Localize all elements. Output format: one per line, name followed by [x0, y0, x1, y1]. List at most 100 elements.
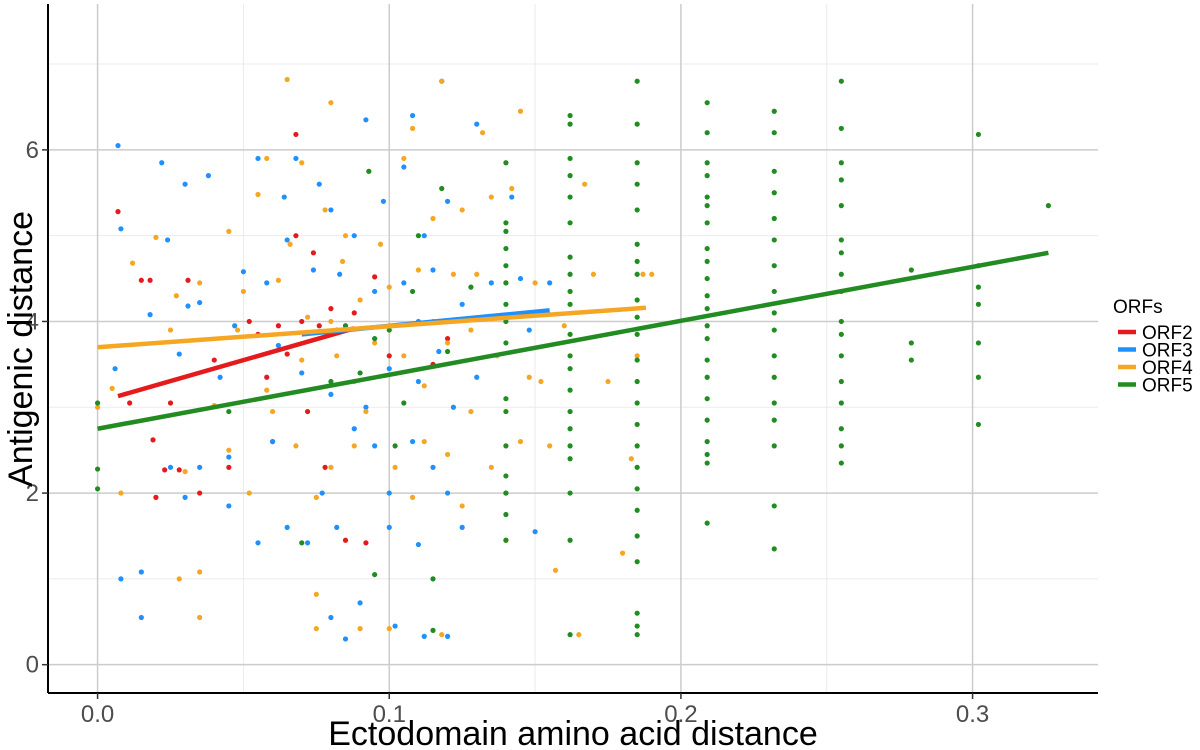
data-point-orf5: [503, 408, 509, 415]
data-point-orf5: [704, 160, 710, 166]
data-point-orf2: [226, 464, 232, 470]
y-tick-label: 2: [26, 480, 39, 507]
data-point-orf5: [634, 78, 640, 84]
data-point-orf5: [567, 490, 573, 496]
data-point-orf5: [503, 511, 509, 518]
data-point-orf4: [619, 550, 626, 556]
data-point-orf5: [94, 400, 101, 406]
trend-line-orf5: [97, 250, 1049, 431]
data-point-orf3: [197, 464, 203, 470]
x-tick-label: 0.3: [956, 701, 989, 728]
data-point-orf5: [567, 112, 573, 119]
data-point-orf4: [377, 241, 384, 247]
data-point-orf5: [357, 370, 363, 376]
data-point-orf4: [479, 130, 486, 136]
data-point-orf3: [430, 464, 436, 470]
data-point-orf5: [771, 310, 777, 316]
data-point-orf3: [401, 164, 407, 170]
data-point-orf5: [94, 466, 101, 472]
data-point-orf5: [704, 336, 710, 342]
data-point-orf2: [293, 233, 299, 239]
data-point-orf4: [275, 277, 282, 283]
data-point-orf4: [313, 591, 319, 597]
data-point-orf3: [351, 426, 357, 432]
data-point-orf5: [409, 288, 416, 295]
data-point-orf5: [567, 632, 573, 638]
data-point-orf3: [372, 443, 378, 449]
data-point-orf5: [503, 220, 509, 226]
data-point-orf5: [567, 331, 573, 337]
legend-label-orf4: ORF4: [1142, 358, 1193, 379]
data-point-orf5: [838, 125, 844, 132]
data-point-orf4: [547, 443, 553, 449]
data-point-orf4: [538, 378, 544, 385]
data-point-orf3: [444, 490, 451, 496]
data-point-orf5: [838, 271, 844, 277]
data-point-orf4: [304, 314, 311, 320]
data-point-orf2: [351, 310, 357, 316]
data-point-orf4: [299, 357, 305, 363]
data-point-orf3: [281, 194, 287, 200]
data-point-orf2: [372, 274, 378, 280]
data-point-orf3: [547, 280, 553, 286]
data-point-orf4: [517, 438, 524, 445]
data-point-orf5: [771, 546, 777, 552]
data-point-orf4: [153, 234, 159, 240]
data-point-orf5: [567, 121, 573, 127]
data-point-orf3: [118, 226, 124, 232]
data-point-orf3: [159, 160, 165, 166]
data-point-orf4: [649, 271, 655, 277]
data-point-orf4: [226, 447, 232, 453]
data-point-orf5: [94, 486, 101, 492]
data-point-orf5: [704, 460, 710, 466]
data-point-orf4: [459, 207, 465, 213]
data-point-orf4: [605, 378, 611, 385]
data-point-orf3: [351, 233, 357, 239]
data-point-orf5: [634, 121, 640, 127]
data-point-orf5: [634, 241, 640, 247]
data-point-orf5: [567, 366, 573, 372]
y-tick-label: 0: [26, 652, 39, 679]
data-point-orf4: [401, 353, 407, 359]
data-point-orf5: [838, 426, 844, 432]
data-point-orf5: [444, 348, 451, 355]
data-point-orf2: [211, 357, 217, 363]
data-point-orf5: [771, 190, 777, 196]
data-point-orf4: [459, 503, 465, 509]
data-point-orf3: [316, 181, 322, 187]
data-point-orf5: [503, 301, 509, 307]
data-point-orf2: [153, 494, 159, 500]
data-point-orf5: [567, 426, 573, 432]
data-point-orf5: [704, 275, 710, 282]
data-point-orf3: [459, 301, 465, 307]
data-point-orf5: [771, 353, 777, 359]
data-point-orf5: [838, 318, 844, 325]
data-point-orf4: [240, 288, 247, 295]
y-tick-label: 4: [26, 308, 39, 335]
data-point-orf2: [310, 250, 317, 256]
data-point-orf4: [299, 160, 305, 166]
data-point-orf4: [313, 494, 319, 500]
data-point-orf4: [269, 408, 276, 415]
data-point-orf5: [567, 194, 573, 200]
data-point-orf5: [771, 168, 777, 174]
data-point-orf2: [264, 374, 270, 380]
data-point-orf5: [704, 306, 710, 312]
data-point-orf4: [328, 318, 334, 325]
data-point-orf3: [328, 614, 334, 621]
data-point-orf3: [138, 569, 144, 575]
data-point-orf2: [386, 353, 392, 359]
data-point-orf5: [704, 520, 710, 526]
data-point-orf3: [269, 438, 276, 445]
data-point-orf5: [634, 314, 640, 320]
data-point-orf5: [430, 576, 436, 582]
data-point-orf3: [299, 370, 305, 376]
data-point-orf3: [182, 494, 188, 500]
data-point-orf5: [372, 336, 378, 342]
data-point-orf4: [363, 408, 369, 415]
data-point-orf5: [372, 571, 378, 578]
data-point-orf5: [415, 233, 422, 239]
data-point-orf3: [232, 323, 238, 329]
data-point-orf3: [147, 312, 153, 318]
data-point-orf5: [771, 327, 777, 333]
